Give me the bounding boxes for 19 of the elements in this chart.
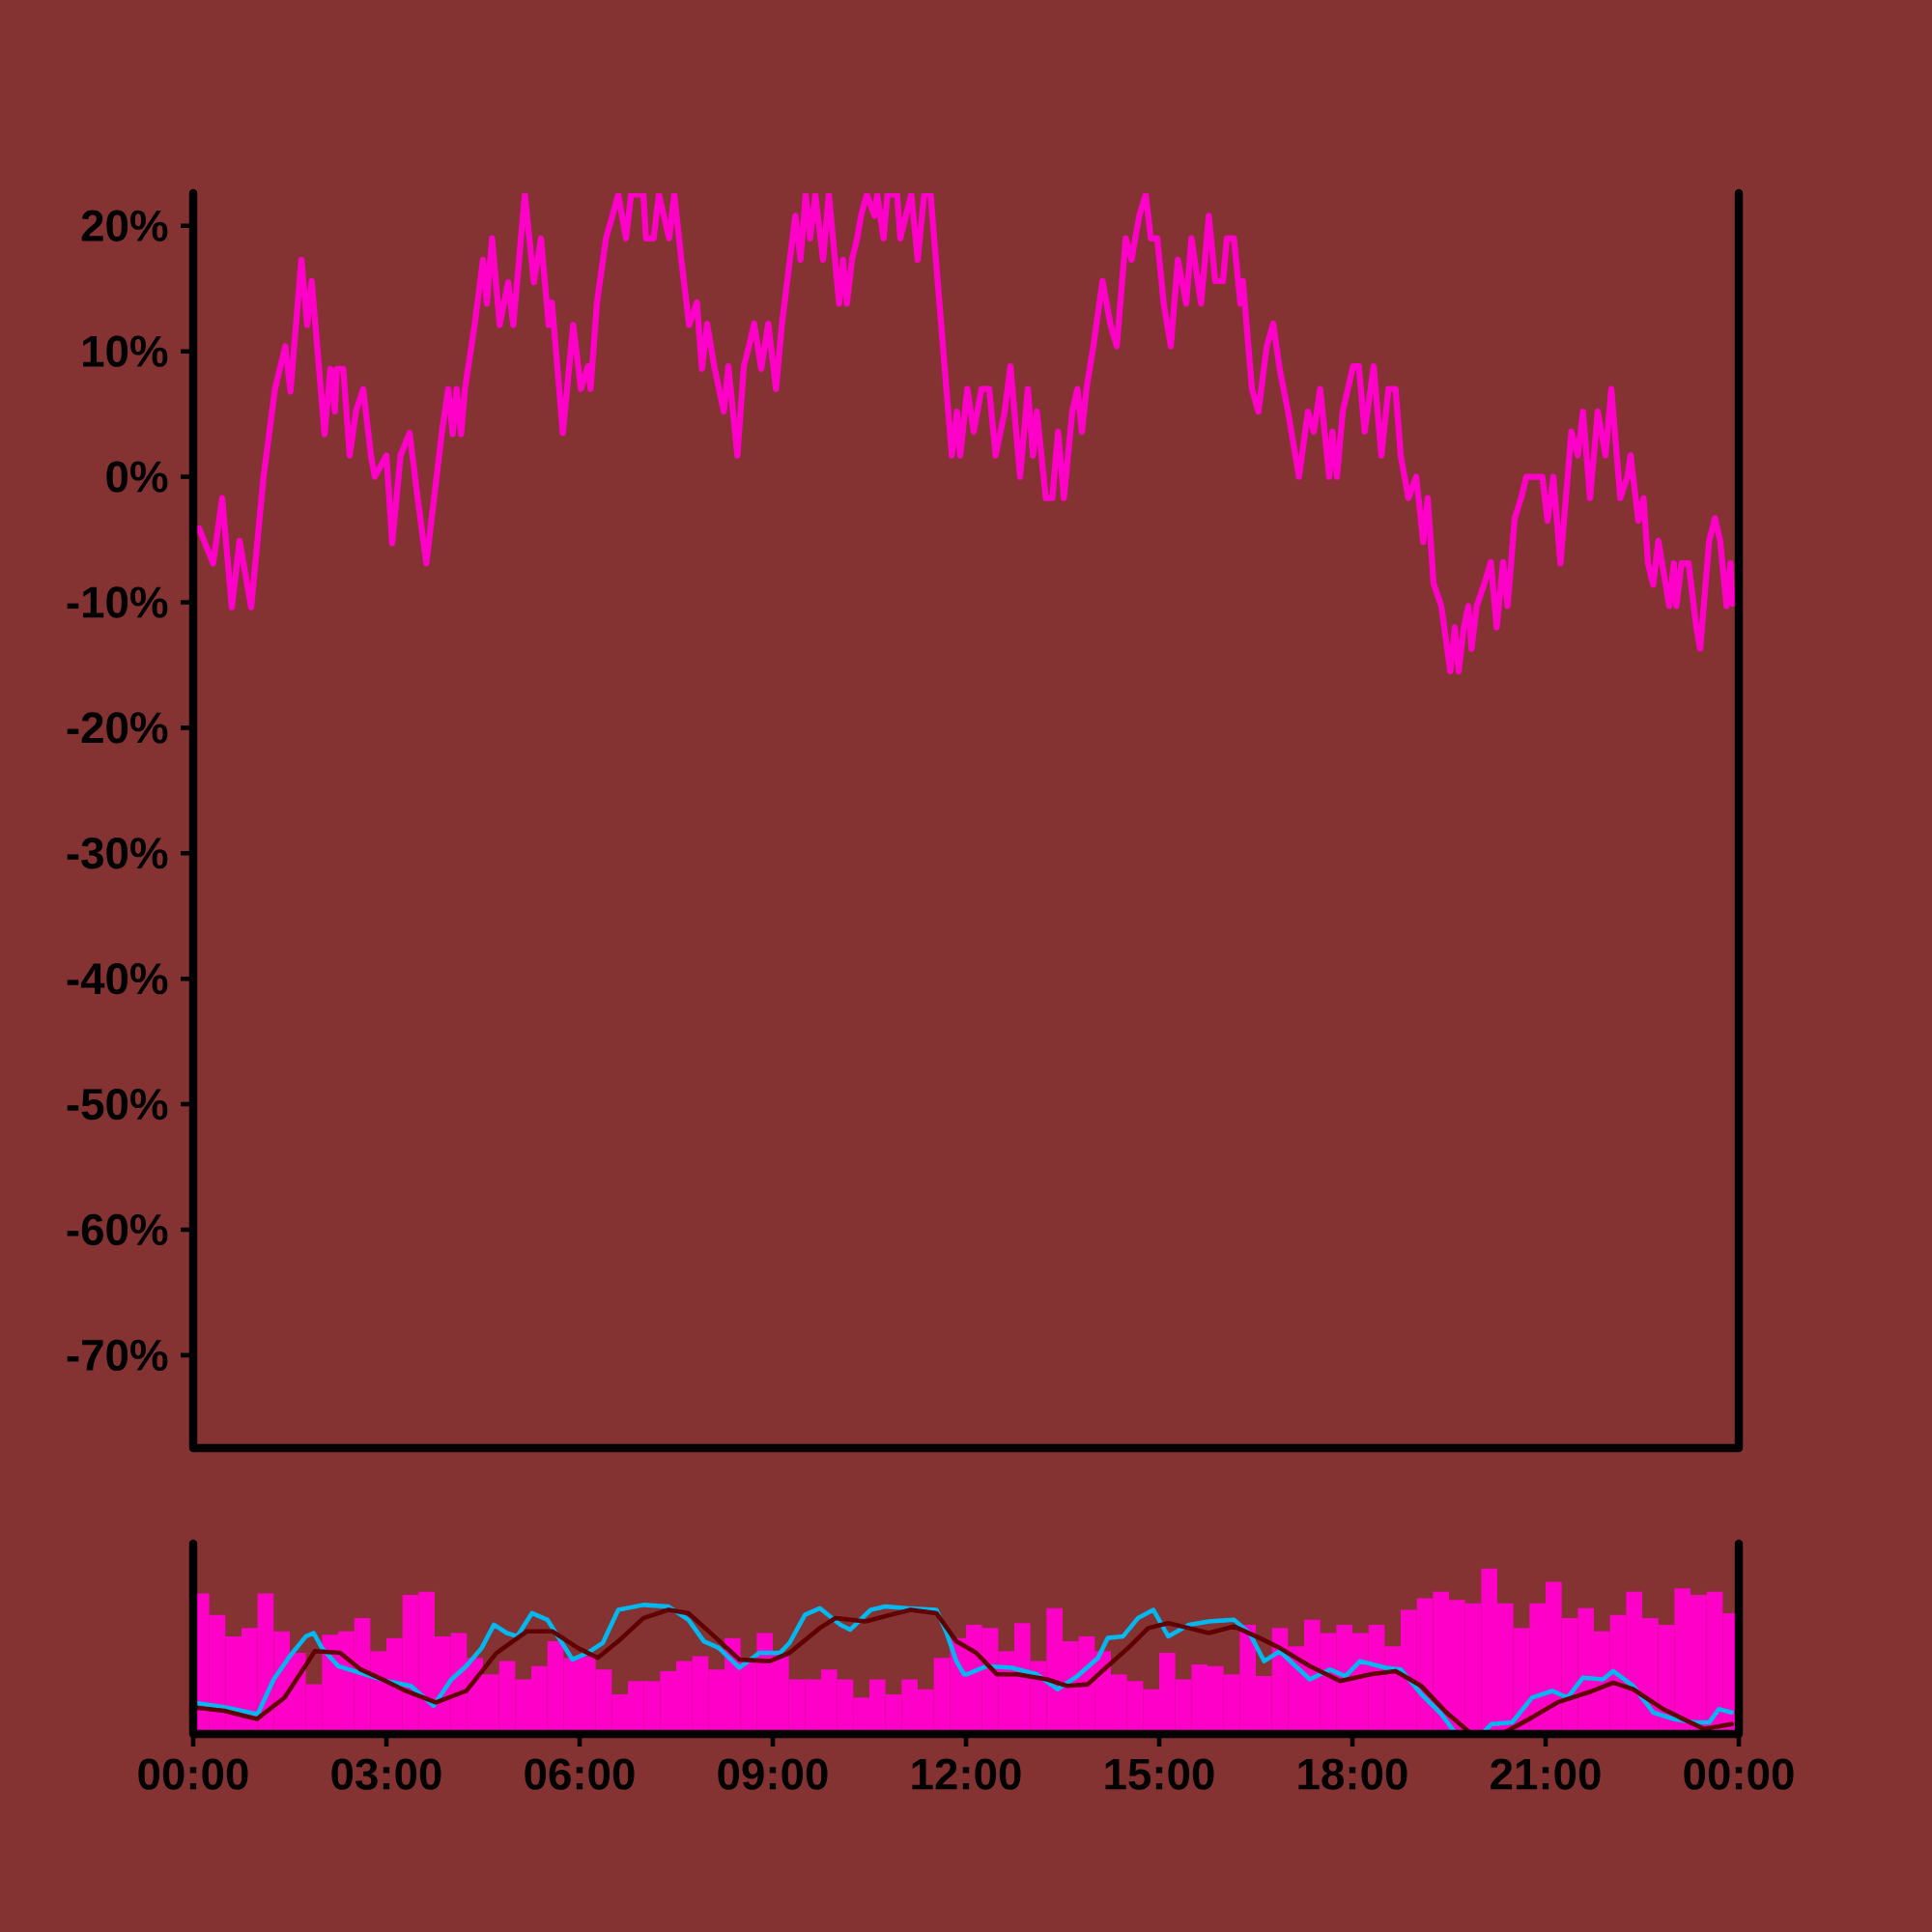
x-tick-label: 00:00 bbox=[138, 1758, 248, 1790]
y-tick-label: -50% bbox=[67, 1088, 168, 1121]
y-tick-label: 10% bbox=[83, 335, 168, 367]
y-tick-label: 20% bbox=[81, 210, 168, 242]
y-tick-label: -30% bbox=[67, 838, 168, 869]
y-tick-label: 0% bbox=[106, 461, 168, 493]
y-tick-label: -20% bbox=[67, 712, 168, 744]
y-tick-label: -70% bbox=[67, 1339, 168, 1372]
x-tick-label: 09:00 bbox=[718, 1758, 828, 1790]
y-tick-label: -40% bbox=[67, 962, 168, 995]
y-tick-label: -10% bbox=[67, 586, 168, 618]
y-tick-label: -60% bbox=[67, 1213, 168, 1246]
x-tick-label: 18:00 bbox=[1298, 1758, 1407, 1790]
x-tick-label: 12:00 bbox=[912, 1758, 1021, 1790]
x-tick-label: 06:00 bbox=[525, 1758, 635, 1790]
x-tick-label: 21:00 bbox=[1491, 1758, 1601, 1790]
x-tick-label: 03:00 bbox=[331, 1758, 441, 1790]
x-tick-label: 00:00 bbox=[1684, 1758, 1794, 1790]
x-tick-label: 15:00 bbox=[1105, 1758, 1214, 1790]
